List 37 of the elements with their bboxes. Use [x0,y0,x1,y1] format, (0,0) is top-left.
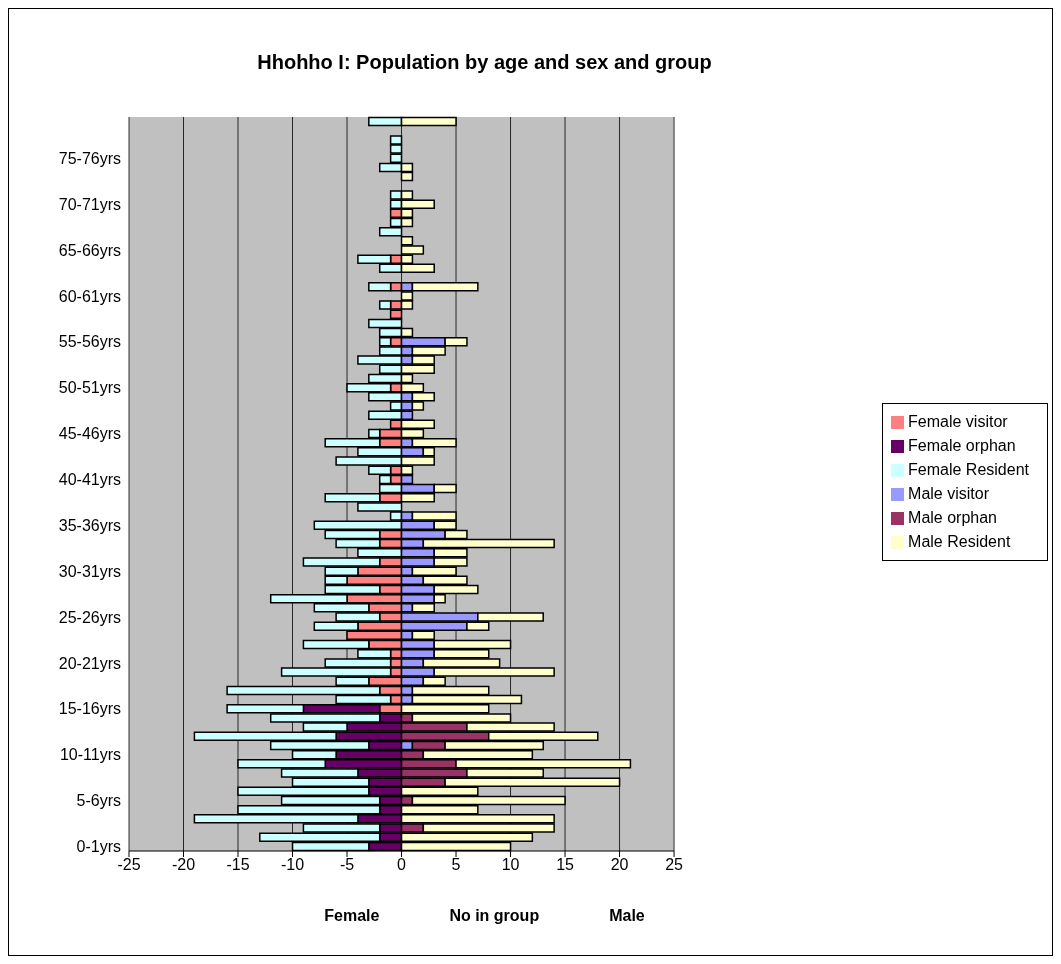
y-tick-label: 10-11yrs [59,746,121,764]
chart-title: Hhohho I: Population by age and sex and group [256,51,713,74]
legend-label: Male orphan [908,509,997,526]
y-tick-label: 45-46yrs [58,425,121,443]
legend-label: Female orphan [908,437,1016,454]
y-tick-label: 65-66yrs [58,241,121,259]
y-tick-label: 35-36yrs [58,516,121,534]
y-tick-label: 60-61yrs [58,287,121,305]
legend-label: Male visitor [908,485,989,502]
y-tick-label: 50-51yrs [58,379,121,397]
legend-label: Female Resident [908,461,1029,478]
x-tick-label: 15 [556,856,575,874]
legend-label: Male Resident [908,533,1011,550]
text: Male [609,907,645,925]
y-tick-label: 0-1yrs [76,838,121,856]
text: Female [324,907,380,925]
x-tick-label: -20 [171,856,196,874]
y-tick-label: 30-31yrs [58,562,121,580]
x-axis-title: No in group [449,907,540,925]
x-tick-label: -5 [339,856,355,874]
y-tick-label: 5-6yrs [76,792,121,810]
x-tick-label: 20 [610,856,629,874]
x-tick-label: -10 [280,856,305,874]
y-tick-label: 15-16yrs [58,700,121,718]
y-tick-label: 75-76yrs [58,149,121,167]
y-tick-label: 40-41yrs [58,471,121,489]
x-tick-label: 10 [501,856,520,874]
y-tick-label: 25-26yrs [58,608,121,626]
x-tick-label: -15 [226,856,250,874]
x-tick-label: -25 [117,856,141,874]
x-tick-label: 25 [665,856,684,874]
x-tick-label: 0 [397,856,407,874]
y-tick-label: 55-56yrs [58,333,121,351]
y-tick-label: 20-21yrs [58,654,121,672]
y-tick-label: 70-71yrs [58,195,121,213]
x-tick-label: 5 [451,856,461,874]
legend-label: Female visitor [908,413,1008,430]
